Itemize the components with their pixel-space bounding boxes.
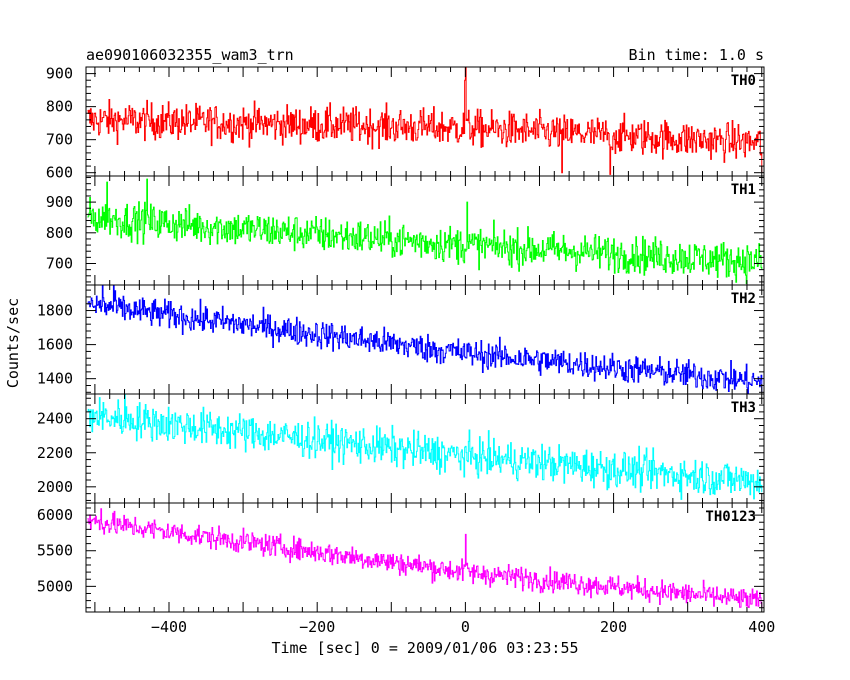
y-axis-title: Counts/sec [4, 298, 22, 388]
y-tick-label: 800 [46, 224, 73, 242]
panel-label-th1: TH1 [731, 182, 756, 198]
y-tick-label: 2400 [37, 410, 73, 428]
x-tick-label: 400 [748, 618, 775, 636]
y-tick-label: 1800 [37, 302, 73, 320]
y-tick-label: 5000 [37, 577, 73, 595]
series-line-th0 [87, 67, 763, 175]
y-tick-label: 900 [46, 65, 73, 83]
series-line-th0123 [87, 508, 763, 609]
panel-label-th0123: TH0123 [705, 509, 756, 525]
y-tick-label: 800 [46, 98, 73, 116]
panels-group: 600 700 800 900 TH0 700 800 900 TH1 1400 1600 1800 T… [37, 65, 775, 636]
y-tick-label: 2000 [37, 478, 73, 496]
series-line-th3 [87, 394, 763, 500]
panel-frame-th2 [85, 284, 765, 395]
y-tick-label: 1600 [37, 336, 73, 354]
x-tick-label: −200 [299, 618, 335, 636]
y-tick-label: 5500 [37, 542, 73, 560]
y-tick-label: 700 [46, 255, 73, 273]
y-tick-label: 1400 [37, 370, 73, 388]
series-line-th1 [87, 178, 763, 284]
panel-label-th0: TH0 [731, 73, 756, 89]
x-tick-label: −400 [151, 618, 187, 636]
panel-label-th2: TH2 [731, 291, 756, 307]
y-tick-label: 700 [46, 131, 73, 149]
panel-label-th3: TH3 [731, 400, 756, 416]
series-line-th2 [87, 285, 763, 394]
bin-time-label: Bin time: 1.0 s [629, 46, 764, 64]
chart-title: ae090106032355_wam3_trn [86, 46, 294, 64]
x-axis-title: Time [sec] 0 = 2009/01/06 03:23:55 [271, 639, 578, 657]
y-tick-label: 6000 [37, 506, 73, 524]
x-tick-label: 0 [461, 618, 470, 636]
y-tick-label: 2200 [37, 444, 73, 462]
y-tick-label: 900 [46, 193, 73, 211]
y-tick-label: 600 [46, 164, 73, 182]
x-tick-label: 200 [600, 618, 627, 636]
